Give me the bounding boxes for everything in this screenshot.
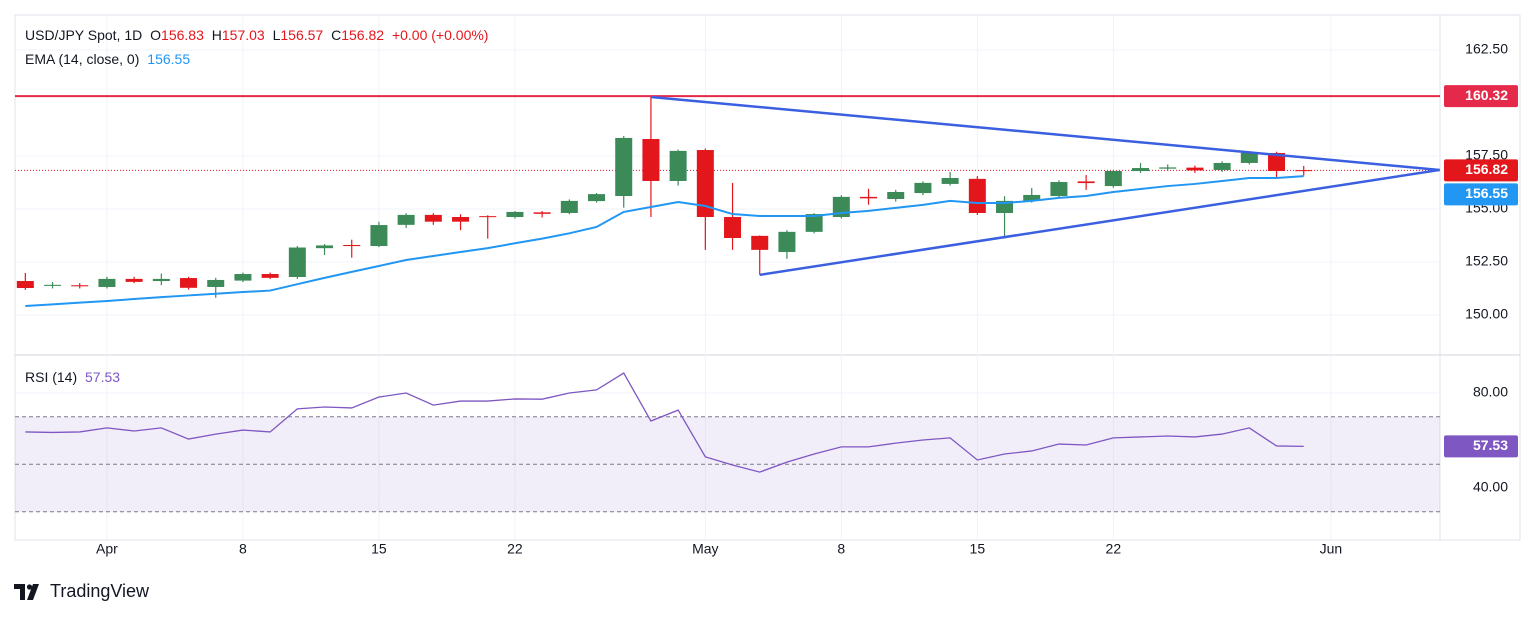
- candle-body: [1077, 181, 1095, 184]
- candle-body: [1023, 194, 1041, 201]
- candle-body: [1132, 168, 1150, 172]
- candle-body: [98, 278, 116, 287]
- x-tick-label: Apr: [96, 541, 118, 557]
- candle-body: [588, 194, 606, 202]
- candle-body: [1295, 170, 1313, 172]
- rsi-label-box: [1444, 435, 1518, 458]
- rsi-label: 57.53: [1473, 437, 1508, 453]
- frame: [14, 14, 1521, 541]
- candle-body: [751, 235, 769, 250]
- rsi-name: RSI (14): [25, 369, 78, 385]
- x-tick-label: 22: [1106, 541, 1122, 557]
- candle-body: [152, 278, 170, 282]
- candle-body: [1240, 152, 1258, 163]
- last-price-label-box: [1444, 159, 1518, 182]
- ohlc-value: 156.82: [341, 27, 385, 43]
- candle-body: [1268, 152, 1286, 172]
- y-tick-label: 150.00: [1465, 306, 1508, 322]
- rsi-value: 57.53: [85, 369, 121, 385]
- ohlc-value: 157.03: [221, 27, 265, 43]
- candle-body: [805, 214, 823, 232]
- rsi-tick-label: 80.00: [1473, 384, 1508, 400]
- rsi-band: [15, 416, 1440, 512]
- last-price-label: 156.82: [1465, 161, 1508, 177]
- candle-body: [316, 245, 334, 249]
- legend-ema: EMA (14, close, 0) 156.55: [25, 51, 194, 67]
- candle-body: [1050, 182, 1068, 197]
- candle-body: [288, 247, 306, 277]
- candle-body: [560, 200, 578, 213]
- candle-body: [71, 285, 89, 287]
- ohlc-value: 156.57: [280, 27, 324, 43]
- candle-body: [479, 216, 497, 218]
- ohlc-value: 156.83: [161, 27, 204, 43]
- candle-body: [452, 217, 470, 222]
- brand: TradingView: [14, 581, 149, 602]
- x-tick-label: 8: [239, 541, 247, 557]
- y-tick-label: 162.50: [1465, 41, 1508, 57]
- candle-body: [914, 182, 932, 194]
- candle-body: [180, 278, 198, 288]
- candle-body: [887, 191, 905, 199]
- candle-body: [370, 225, 388, 247]
- x-tick-label: 8: [837, 541, 845, 557]
- rsi-line: [25, 372, 1304, 473]
- y-tick-label: 157.50: [1465, 147, 1508, 163]
- ema-line: [25, 175, 1304, 308]
- trendline: [759, 168, 1440, 277]
- candle-body: [1213, 162, 1231, 170]
- brand-name: TradingView: [50, 581, 150, 601]
- candle-body: [261, 274, 279, 278]
- candle-body: [615, 137, 633, 197]
- candle-body: [669, 150, 687, 181]
- candle-body: [207, 279, 225, 287]
- candle-body: [968, 178, 986, 213]
- x-tick-label: 15: [371, 541, 387, 557]
- candle-body: [696, 150, 714, 218]
- candle-body: [533, 212, 551, 214]
- candle-body: [642, 139, 660, 181]
- candle-body: [1159, 167, 1177, 169]
- x-tick-label: 15: [970, 541, 986, 557]
- ema-label: 156.55: [1465, 185, 1508, 201]
- ema-label-box: [1444, 183, 1518, 206]
- trendline: [650, 95, 1440, 172]
- x-tick-label: May: [692, 541, 718, 557]
- ema-value: 156.55: [147, 51, 191, 67]
- ohlc-letter: L: [272, 27, 281, 43]
- x-tick-label: 22: [507, 541, 523, 557]
- candle-body: [941, 178, 959, 184]
- title: USD/JPY Spot, 1D: [25, 27, 143, 43]
- candle-body: [424, 214, 442, 222]
- x-tick-label: Jun: [1320, 541, 1343, 557]
- candle-body: [343, 244, 361, 247]
- change: +0.00 (+0.00%): [391, 27, 489, 43]
- candle-body: [1186, 167, 1204, 171]
- candle-body: [397, 214, 415, 225]
- resistance-label: 160.32: [1465, 87, 1508, 103]
- candle-body: [860, 196, 878, 199]
- ohlc-letter: O: [150, 27, 162, 43]
- y-tick-label: 152.50: [1465, 253, 1508, 269]
- candle-body: [125, 278, 143, 282]
- candle-body: [16, 281, 34, 289]
- brand-logo: [14, 583, 39, 600]
- candle-body: [506, 211, 524, 218]
- candle-body: [234, 274, 252, 281]
- legend-ohlc: USD/JPY Spot, 1D O156.83 H157.03 L156.57…: [25, 27, 492, 43]
- legend-rsi: RSI (14) 57.53: [25, 369, 124, 385]
- candle-body: [1104, 171, 1122, 187]
- resistance-label-box: [1444, 85, 1518, 108]
- candle-body: [44, 284, 62, 286]
- rsi-tick-label: 40.00: [1473, 479, 1508, 495]
- candle-body: [724, 217, 742, 238]
- ema-name: EMA (14, close, 0): [25, 51, 140, 67]
- ohlc-letter: C: [331, 27, 342, 43]
- ohlc-letter: H: [211, 27, 222, 43]
- candle-body: [778, 231, 796, 252]
